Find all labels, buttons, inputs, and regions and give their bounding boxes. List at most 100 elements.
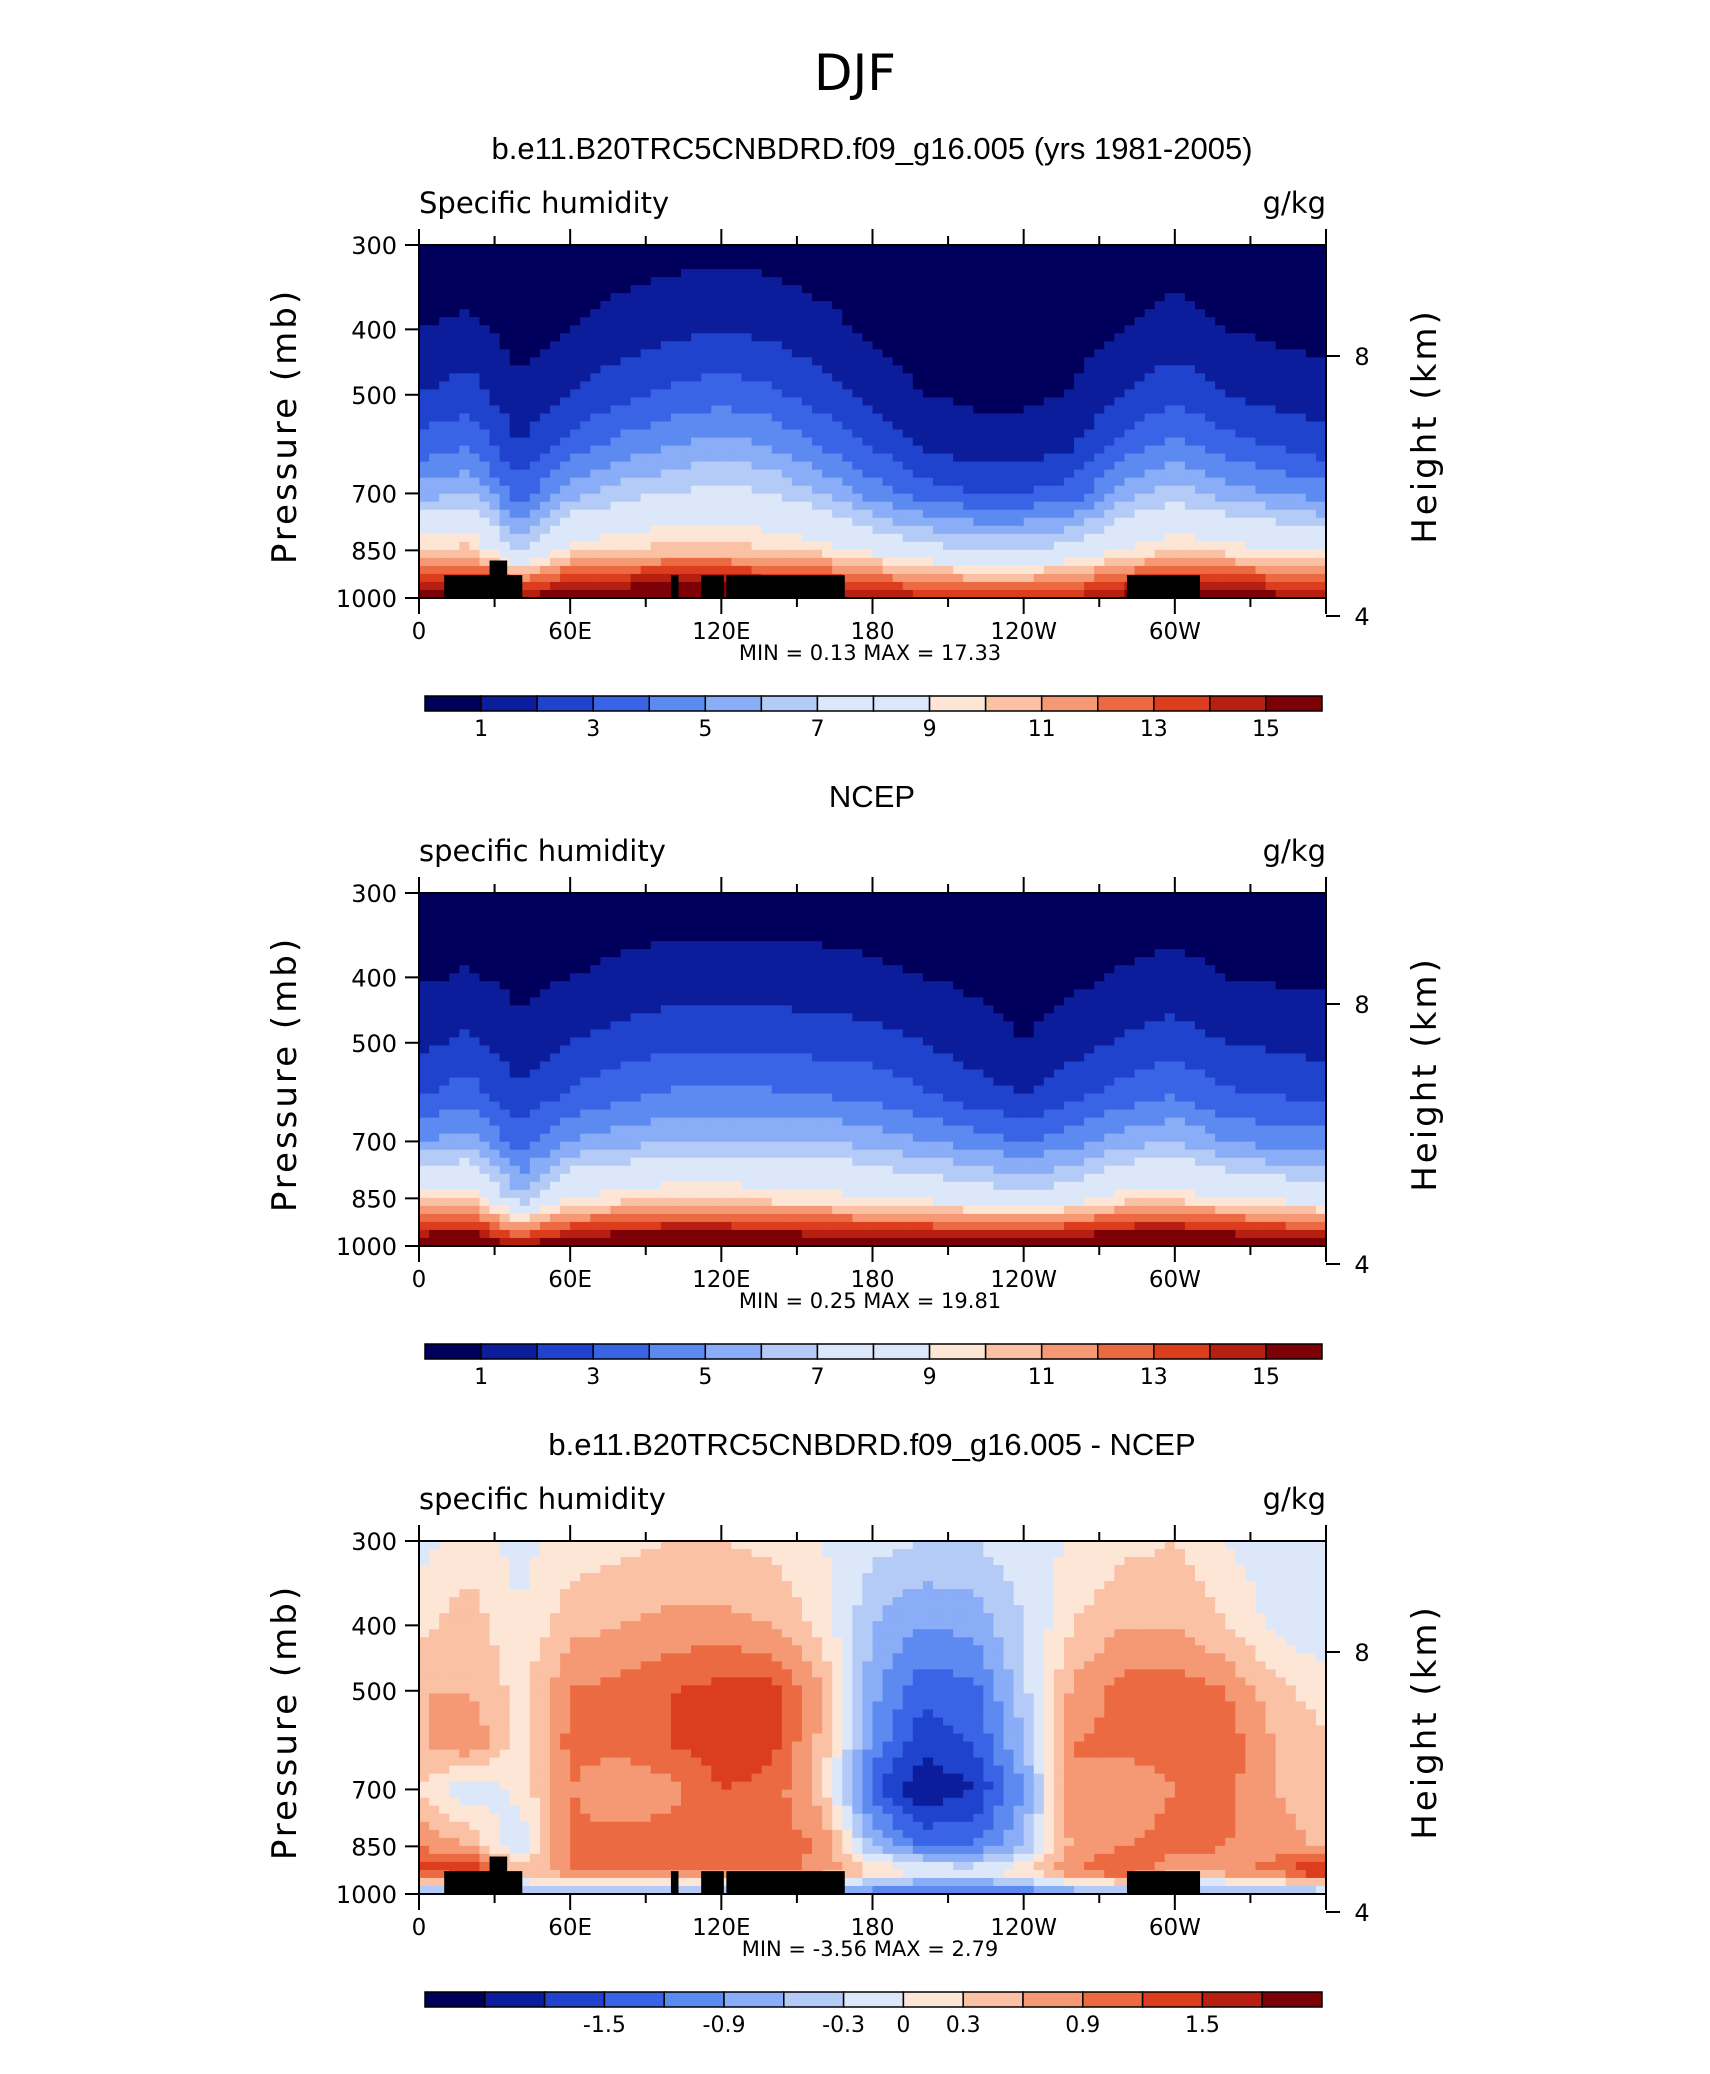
field-cell [610, 957, 622, 966]
field-cell [1194, 565, 1206, 575]
field-cell [1235, 285, 1246, 294]
field-cell [922, 373, 934, 382]
field-cell [842, 461, 853, 471]
field-cell [630, 245, 642, 254]
field-cell [872, 469, 884, 479]
field-cell [822, 893, 833, 902]
field-cell [1305, 333, 1317, 342]
field-cell [1245, 557, 1257, 567]
field-cell [953, 325, 964, 334]
field-cell [1275, 909, 1287, 918]
field-cell [741, 893, 753, 902]
field-cell [550, 373, 561, 382]
field-cell [600, 245, 612, 254]
field-cell [1094, 965, 1105, 974]
field-cell [509, 357, 521, 366]
field-cell [1225, 573, 1236, 583]
field-cell [771, 365, 783, 374]
field-cell [862, 893, 874, 902]
field-cell [1003, 309, 1015, 318]
field-cell [1215, 565, 1226, 575]
field-cell [1134, 365, 1146, 374]
field-cell [459, 261, 470, 270]
field-cell [842, 589, 853, 599]
field-cell [1144, 477, 1156, 487]
field-cell [1305, 949, 1317, 958]
field-cell [1124, 525, 1136, 535]
field-cell [953, 941, 964, 950]
field-cell [1194, 317, 1206, 326]
field-cell [499, 901, 511, 910]
field-cell [1245, 349, 1257, 358]
field-cell [610, 557, 622, 567]
field-cell [1235, 949, 1246, 958]
field-cell [1094, 589, 1105, 599]
field-cell [1104, 549, 1115, 559]
field-cell [1275, 325, 1287, 334]
field-cell [1225, 445, 1236, 455]
field-cell [1215, 533, 1226, 543]
field-cell [1013, 301, 1025, 310]
field-cell [1275, 589, 1287, 599]
field-cell [852, 933, 864, 942]
field-cell [1275, 493, 1287, 503]
field-cell [1275, 277, 1287, 286]
field-cell [1003, 573, 1015, 583]
field-cell [922, 317, 934, 326]
field-cell [1295, 317, 1307, 326]
field-cell [943, 293, 954, 302]
field-cell [1104, 949, 1115, 958]
field-cell [519, 973, 531, 982]
field-cell [963, 381, 974, 391]
field-cell [781, 533, 793, 543]
field-cell [1235, 565, 1246, 575]
field-cell [1235, 909, 1246, 918]
field-cell [1114, 381, 1126, 391]
field-cell [771, 349, 783, 358]
field-cell [691, 301, 702, 310]
field-cell [1245, 581, 1257, 591]
field-cell [1124, 373, 1136, 382]
field-cell [922, 501, 934, 511]
field-cell [419, 349, 430, 358]
field-cell [489, 933, 501, 942]
field-cell [560, 589, 571, 599]
field-cell [1305, 245, 1317, 254]
field-cell [1033, 325, 1045, 334]
field-cell [439, 333, 450, 342]
field-cell [771, 509, 783, 519]
field-cell [539, 501, 551, 511]
field-cell [1315, 261, 1327, 270]
field-cell [1124, 501, 1136, 511]
field-cell [1003, 517, 1015, 527]
field-cell [1265, 277, 1277, 286]
field-cell [590, 573, 601, 583]
field-cell [1305, 965, 1317, 974]
field-cell [499, 941, 511, 950]
field-cell [711, 909, 722, 918]
field-cell [1094, 477, 1105, 487]
field-cell [1013, 357, 1025, 366]
field-cell [640, 461, 652, 471]
field-cell [701, 389, 712, 399]
field-cell [610, 589, 622, 599]
field-cell [953, 517, 964, 527]
field-cell [1023, 253, 1035, 262]
field-cell [539, 917, 551, 926]
field-cell [1225, 333, 1236, 342]
field-cell [741, 965, 753, 974]
field-cell [711, 549, 722, 559]
field-cell [932, 437, 944, 447]
field-cell [1053, 453, 1065, 463]
field-cell [449, 557, 460, 567]
field-cell [741, 973, 753, 982]
field-cell [812, 557, 823, 567]
field-cell [832, 925, 843, 934]
field-cell [630, 565, 642, 575]
field-cell [660, 397, 672, 407]
field-cell [600, 429, 612, 439]
field-cell [1255, 301, 1267, 310]
field-cell [1305, 325, 1317, 334]
field-cell [1194, 477, 1206, 487]
field-cell [560, 373, 571, 382]
